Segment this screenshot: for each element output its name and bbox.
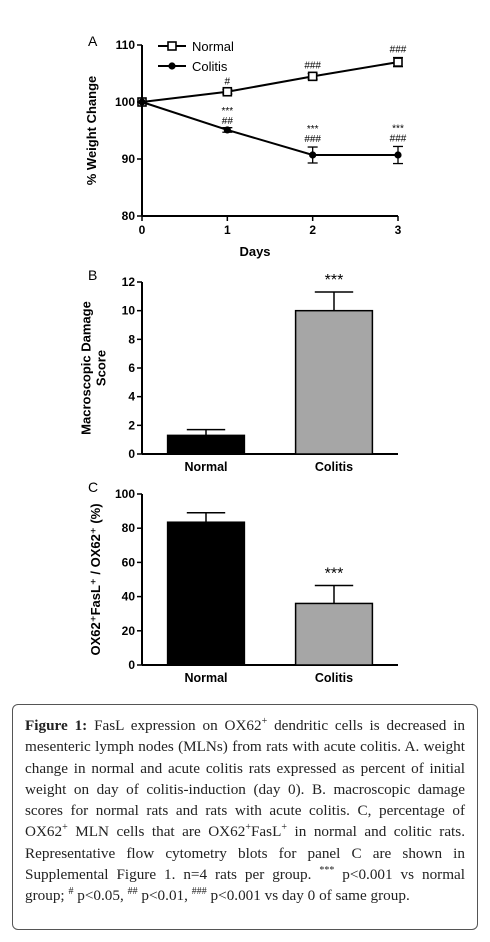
panel-a-annotation-colitis: ## [222, 116, 234, 127]
panel-a-annotation-colitis: ### [304, 134, 321, 145]
panel-a-annotation-colitis: *** [221, 106, 233, 117]
panel-a-series-line-normal [141, 61, 399, 103]
panel-b-annotation: *** [325, 272, 344, 289]
panel-b-y-axis-title: Macroscopic Damage [79, 301, 94, 435]
panel-c-category-label: Colitis [315, 671, 353, 685]
figure-caption: Figure 1: FasL expression on OX62+ dendr… [12, 704, 478, 930]
panel-a-x-tick-label: 3 [395, 223, 402, 237]
panel-b-category-label: Colitis [315, 460, 353, 474]
panel-a-point-colitis [138, 98, 146, 106]
panel-a-x-tick-label: 1 [224, 223, 231, 237]
panel-a-series-line-colitis [141, 101, 398, 157]
panel-c-y-tick-label: 0 [128, 658, 135, 672]
panel-c-category-label: Normal [184, 671, 227, 685]
panel-a-y-axis-title: % Weight Change [84, 76, 99, 186]
panel-c-y-tick-label: 100 [115, 487, 135, 501]
panel-a-annotation-normal: # [225, 76, 231, 87]
panel-c-y-tick-label: 20 [122, 624, 136, 638]
panel-a-y-tick-label: 80 [122, 209, 136, 223]
panel-b-y-tick-label: 6 [128, 361, 135, 375]
panel-b-y-tick-label: 12 [122, 275, 136, 289]
panel-a-point-colitis [394, 151, 402, 159]
panel-a-annotation-normal: ### [390, 45, 407, 56]
panel-b-y-tick-label: 2 [128, 418, 135, 432]
panel-a-x-axis-title: Days [239, 244, 270, 259]
panel-c-y-tick-label: 60 [122, 555, 136, 569]
panel-b-y-tick-label: 8 [128, 332, 135, 346]
panel-a-point-colitis [223, 126, 231, 134]
panel-b-label: B [88, 267, 97, 283]
panel-a-x-tick-label: 0 [139, 223, 146, 237]
panel-a-y-tick-label: 90 [122, 152, 136, 166]
panel-b-bar-normal [166, 434, 246, 455]
panel-c-y-axis-title: OX62⁺FasL⁺ / OX62⁺ (%) [88, 503, 103, 655]
panel-a-annotation-colitis: *** [307, 124, 319, 135]
panel-c-label: C [88, 479, 98, 495]
panel-b-bar-colitis [294, 309, 374, 455]
panel-c-y-tick-label: 80 [122, 521, 136, 535]
panel-a-label: A [88, 33, 98, 49]
panel-b-y-tick-label: 4 [128, 390, 135, 404]
legend-label-normal: Normal [192, 39, 234, 54]
panel-a-point-normal [393, 57, 403, 67]
legend-label-colitis: Colitis [192, 59, 228, 74]
panel-c-y-tick-label: 40 [122, 590, 136, 604]
panel-a-annotation-normal: ### [304, 61, 321, 72]
panel-c-bar-colitis [294, 602, 374, 666]
legend-marker-normal [167, 41, 177, 51]
caption-text: FasL expression on OX62+ dendritic cells… [25, 715, 466, 905]
panel-a-y-tick-label: 110 [116, 38, 136, 52]
panel-a-point-colitis [309, 151, 317, 159]
panel-a-point-normal [222, 86, 233, 97]
caption-label: Figure 1: [25, 717, 88, 734]
panel-a-y-tick-label: 100 [115, 95, 135, 109]
panel-c-bar-normal [166, 521, 246, 666]
legend-marker-colitis [168, 62, 176, 70]
panel-a-annotation-colitis: *** [392, 123, 404, 134]
panel-a-point-normal [307, 71, 318, 82]
panel-a-x-tick-label: 2 [309, 223, 316, 237]
panel-c-annotation: *** [325, 565, 344, 582]
panel-b-y-axis-title: Score [94, 350, 109, 386]
panel-a-annotation-colitis: ### [390, 133, 407, 144]
panel-b-category-label: Normal [184, 460, 227, 474]
panel-b-y-tick-label: 10 [122, 304, 136, 318]
panel-b-y-tick-label: 0 [128, 447, 135, 461]
